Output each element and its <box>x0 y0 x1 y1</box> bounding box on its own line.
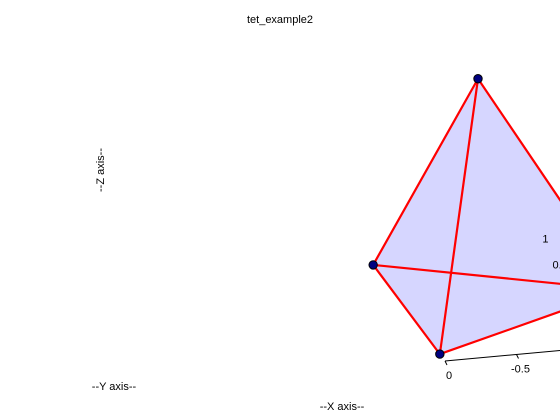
y-tick-label: 1 <box>542 234 548 246</box>
x-axis-line <box>444 350 560 362</box>
z-axis-label: --Z axis-- <box>95 148 107 192</box>
vertex-marker <box>473 74 483 84</box>
tetrahedron-edge <box>372 263 441 356</box>
axes-group <box>444 350 560 362</box>
y-tick-label: 0.5 <box>552 259 560 271</box>
tetrahedron-vertices <box>368 74 483 359</box>
tetrahedron-faces <box>373 78 560 355</box>
tetrahedron-edge <box>438 77 480 356</box>
x-tick-label: -0.5 <box>511 364 530 376</box>
x-axis-label: --X axis-- <box>320 401 365 413</box>
tetrahedron-edge <box>438 310 560 356</box>
y-axis-label: --Y axis-- <box>92 381 137 393</box>
tetrahedron-edge <box>476 77 560 202</box>
vertex-marker <box>435 349 445 359</box>
x-tick-mark <box>444 360 448 366</box>
x-tick-label: 0 <box>446 370 452 382</box>
vertex-marker <box>368 260 378 270</box>
axis-ticks: -1.5-1-0.50-1-0.500.5100.20.40.60.811.21… <box>444 234 560 382</box>
chart-title: tet_example2 <box>247 14 313 26</box>
x-tick-mark <box>516 354 519 359</box>
tetrahedron-face <box>373 264 560 355</box>
tetrahedron-edges <box>372 77 560 356</box>
tetrahedron-edge <box>372 263 560 285</box>
tetrahedron-edge <box>372 77 480 267</box>
